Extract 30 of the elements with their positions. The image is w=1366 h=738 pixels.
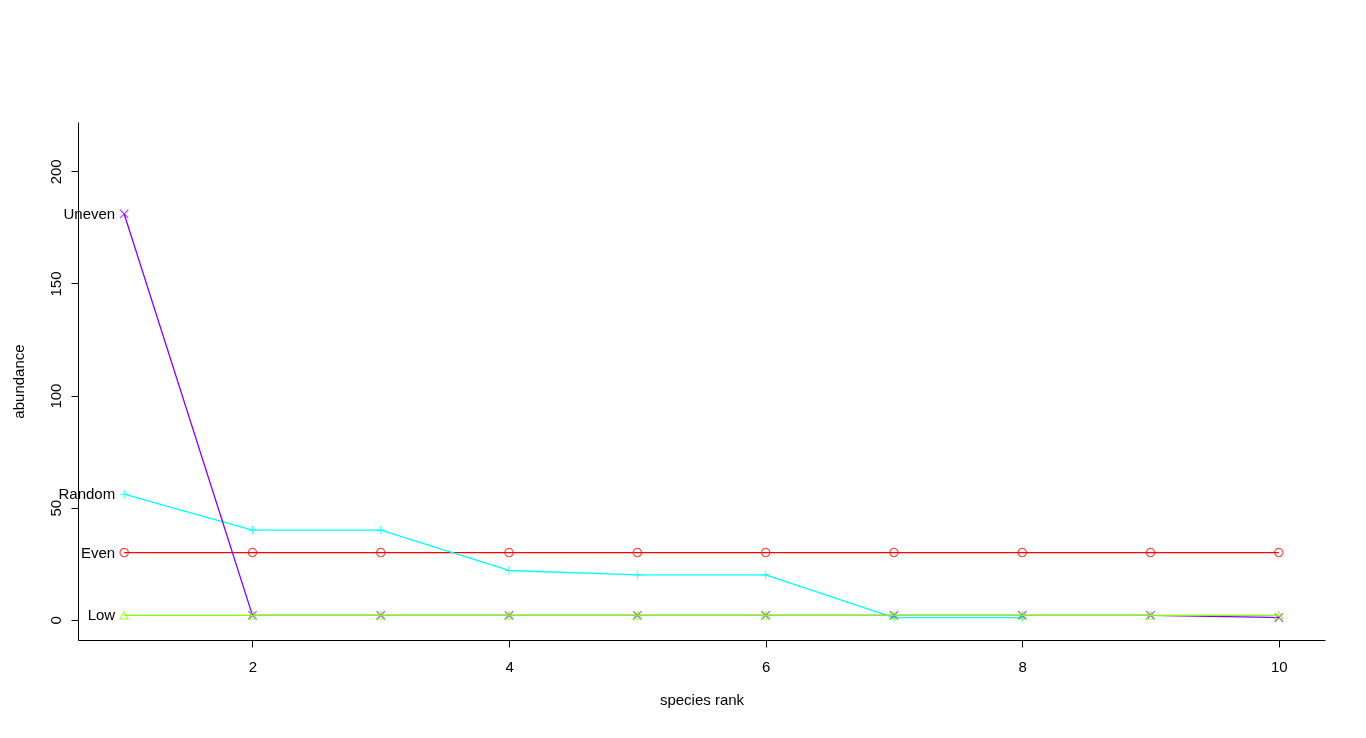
point [760,570,771,580]
point [760,547,771,558]
point [375,525,386,535]
point [119,547,129,558]
x-tick-label: 6 [761,657,771,675]
point [1145,547,1156,558]
x-tick-label: 2 [248,657,258,675]
point [504,547,514,558]
point [119,611,129,620]
y-tick-label: 0 [46,616,64,625]
y-axis-title: abundance [9,344,27,419]
x-tick-label: 10 [1270,657,1288,675]
y-tick-label: 50 [46,499,64,517]
x-tick-label: 8 [1018,657,1027,675]
y-tick-label: 100 [46,383,64,409]
x-axis-title: species rank [659,690,745,708]
point [889,547,899,558]
point [119,209,129,219]
point [375,547,386,558]
point [1274,547,1284,558]
series-label: Even [80,543,116,561]
y-tick-label: 200 [46,159,64,185]
point [247,547,258,558]
series-label: Low [87,606,116,624]
point [632,547,643,558]
point [247,525,258,535]
y-tick-label: 150 [46,271,64,297]
x-tick-label: 4 [505,657,514,675]
point [1017,547,1028,558]
point [632,570,643,580]
